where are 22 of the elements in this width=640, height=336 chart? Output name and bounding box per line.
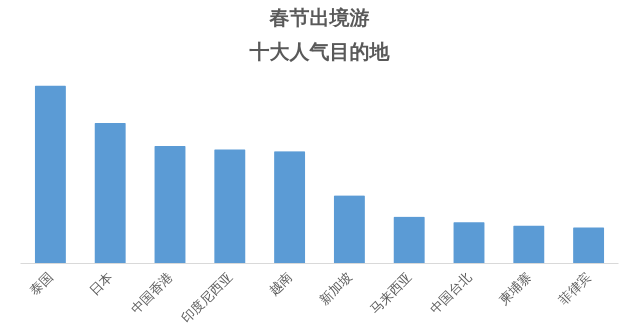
bar	[94, 122, 126, 264]
bar	[513, 226, 544, 264]
bar	[274, 151, 306, 264]
x-tick-label: 泰国	[26, 269, 56, 298]
bar	[394, 216, 425, 264]
bar	[334, 196, 365, 264]
x-tick-label: 日本	[86, 269, 116, 298]
bar	[214, 150, 246, 264]
x-tick-label: 新加坡	[316, 269, 355, 308]
chart-subtitle: 十大人气目的地	[248, 42, 390, 64]
x-tick-label: 中国台北	[426, 269, 474, 317]
x-tick-label: 马来西亚	[367, 269, 415, 317]
bar	[154, 146, 186, 264]
x-tick-label: 菲律宾	[556, 269, 594, 308]
bar	[34, 86, 66, 264]
x-tick-label: 越南	[266, 269, 295, 298]
chart-title: 春节出境游	[268, 6, 370, 30]
x-tick-label: 印度尼西亚	[178, 269, 236, 326]
bar	[573, 228, 604, 264]
x-tick-label: 中国香港	[128, 269, 176, 317]
bar	[454, 222, 484, 264]
x-tick-label: 柬埔寨	[496, 269, 534, 308]
